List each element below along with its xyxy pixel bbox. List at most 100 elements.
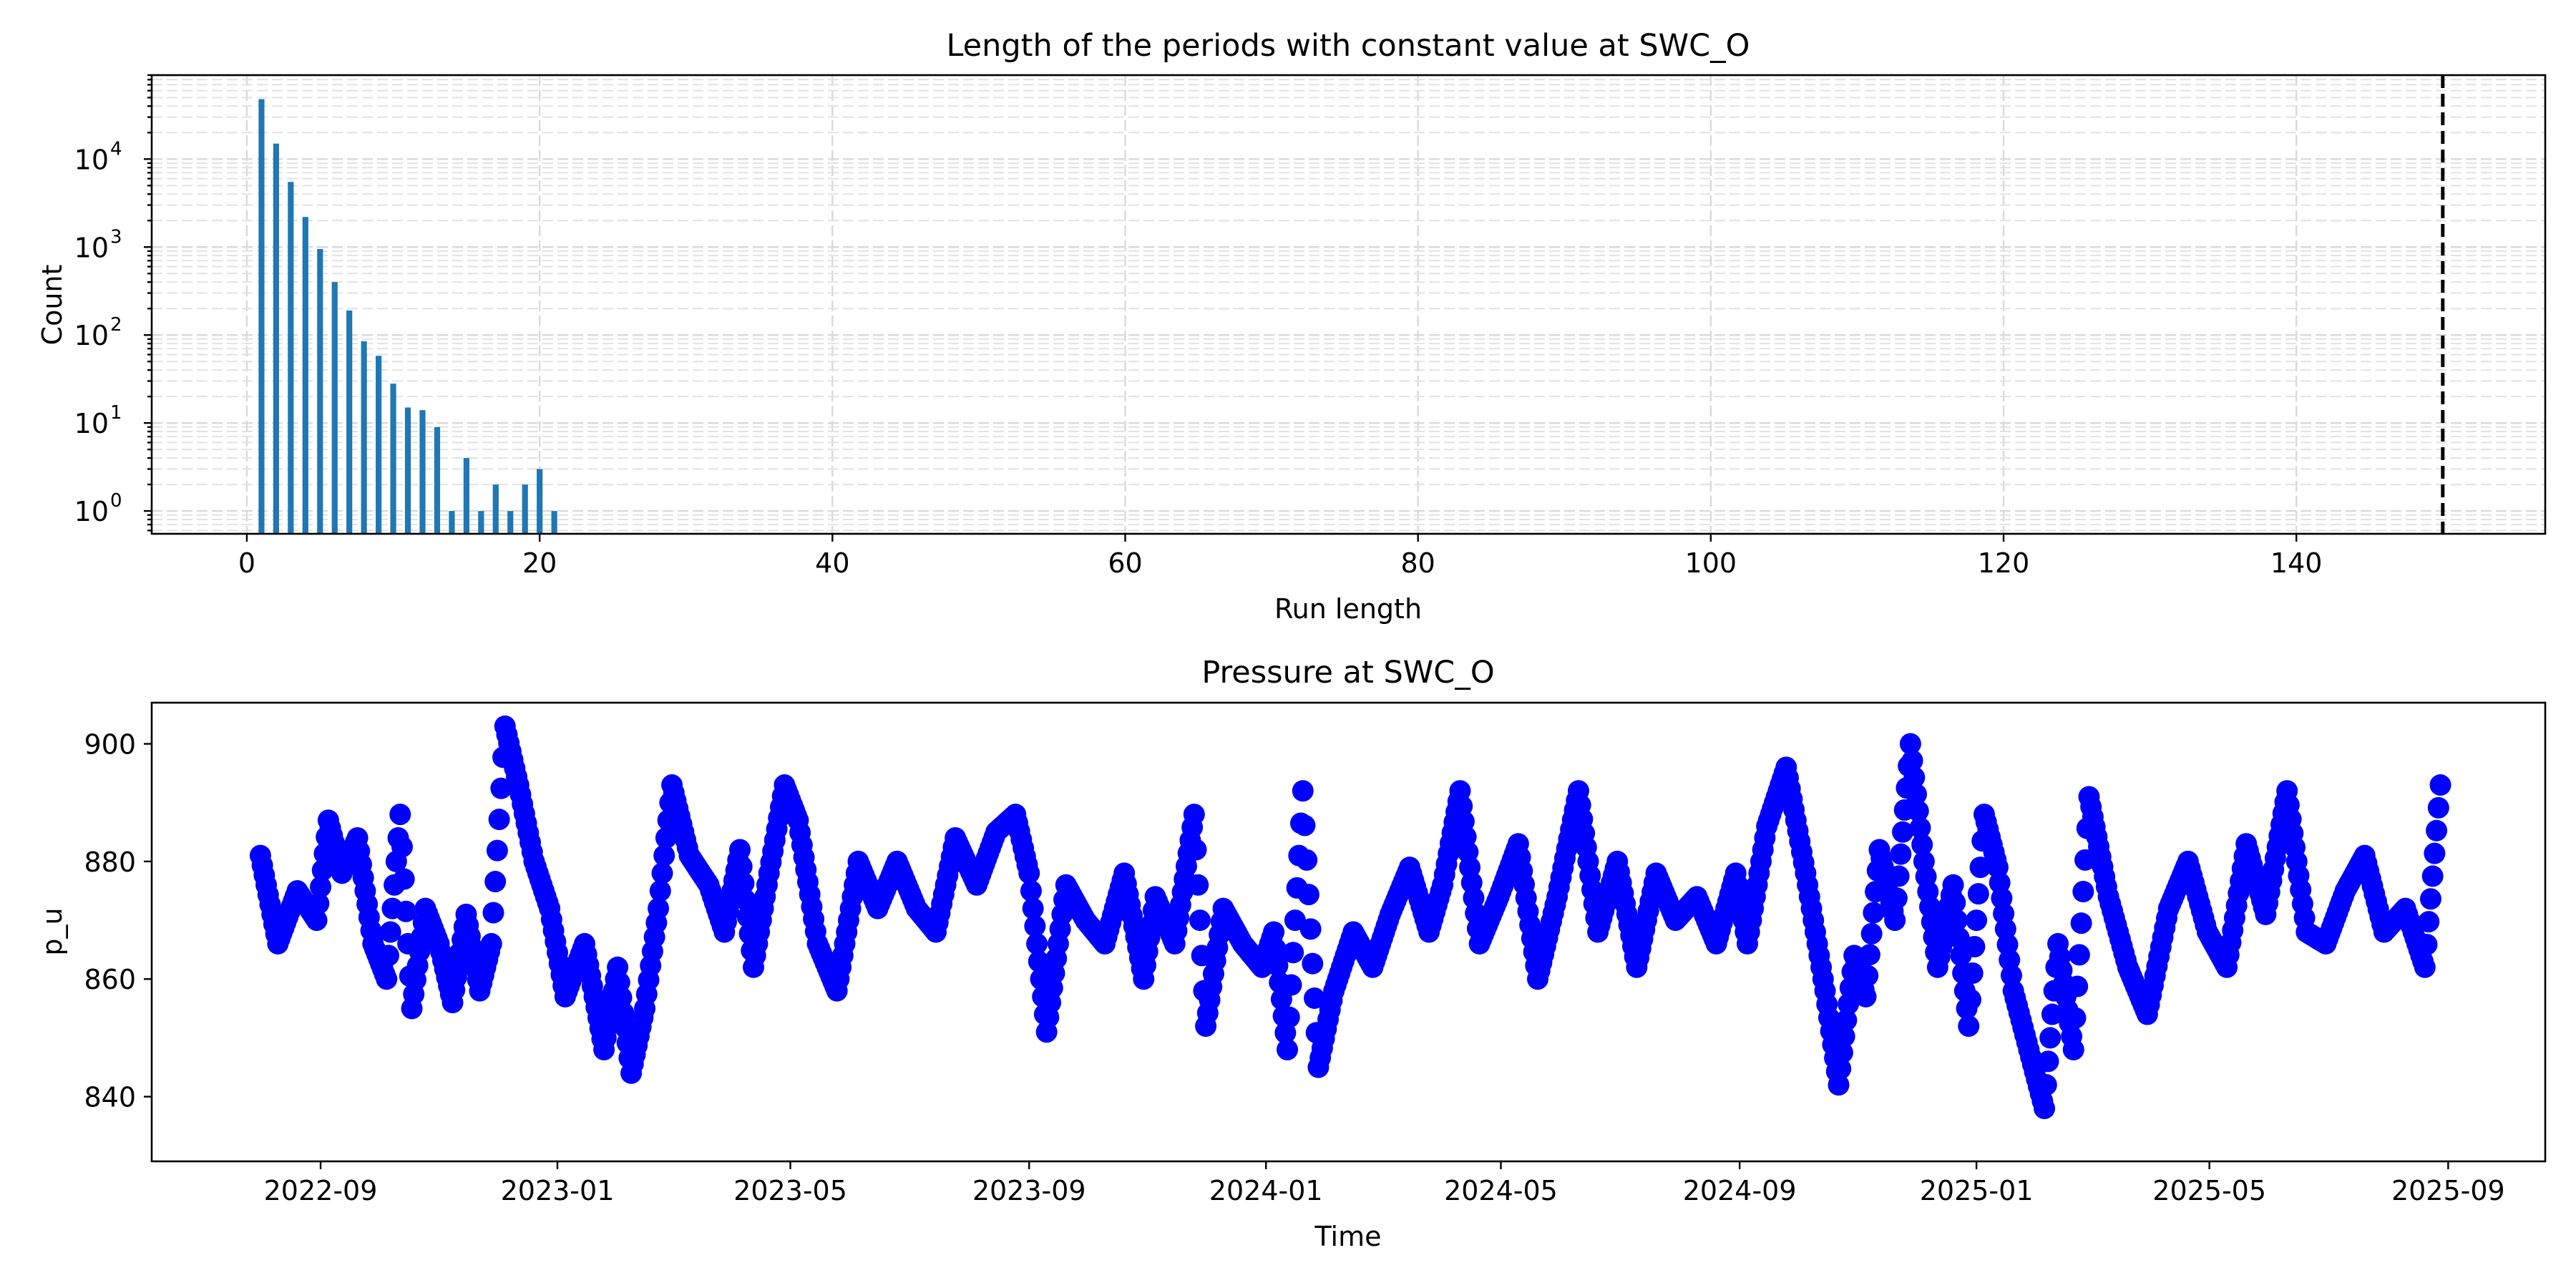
histogram-chart: Length of the periods with constant valu… [36,28,2547,625]
histogram-bar-8 [361,341,367,534]
pressure-point-65 [376,968,398,990]
histogram-bar-5 [317,248,323,534]
pressure-point-533 [1284,909,1306,932]
pressure-y-ticks: 840 860 880 900 [84,729,152,1113]
histogram-x-tick-label-2: 40 [815,547,849,579]
pressure-point-482 [1185,839,1207,861]
histogram-bar-3 [288,182,294,534]
pressure-point-541 [1299,918,1322,940]
pressure-point-815 [1831,1041,1853,1063]
pressure-point-75 [395,900,417,922]
histogram-bar-9 [376,356,382,534]
pressure-point-530 [1278,1006,1300,1028]
pressure-point-874 [1946,909,1968,932]
histogram-x-tick-label-7: 140 [2270,547,2323,579]
pressure-point-119 [480,932,502,955]
pressure-point-844 [1888,865,1910,887]
histogram-bar-18 [507,511,514,534]
pressure-point-843 [1885,887,1908,909]
pressure-x-tick-label-5: 2024-05 [1444,1175,1558,1206]
pressure-point-1122 [2427,796,2449,819]
pressure-x-tick-label-9: 2025-09 [2391,1175,2505,1206]
pressure-point-538 [1294,814,1316,836]
histogram-bar-12 [419,410,426,534]
pressure-point-208 [653,844,675,867]
pressure-point-397 [1020,879,1042,902]
histogram-y-tick-label-1: 10 [74,408,109,439]
pressure-point-481 [1183,804,1205,826]
pressure-point-829 [1858,944,1880,966]
pressure-point-523 [1264,937,1287,960]
pressure-point-817 [1835,1009,1858,1031]
histogram-y-tick-label-2: 10 [74,320,109,351]
histogram-bar-1 [258,99,265,535]
histogram-x-tick-label-1: 20 [522,547,557,579]
histogram-bar-15 [463,458,469,534]
pressure-point-1119 [2421,865,2444,887]
histogram-bar-2 [273,143,279,534]
pressure-point-856 [1911,834,1933,856]
pressure-point-529 [1277,1038,1299,1060]
pressure-chart: Pressure at SWC_O 2022-09 2023-01 2023-05 2… [36,655,2547,1252]
pressure-point-537 [1292,780,1314,802]
pressure-point-249 [733,872,755,894]
pressure-point-934 [2062,1038,2084,1060]
pressure-point-401 [1028,950,1050,972]
pressure-point-920 [2035,1074,2057,1096]
pressure-point-1117 [2418,911,2440,933]
pressure-point-74 [393,868,415,890]
histogram-x-tick-label-6: 120 [1978,547,2030,579]
pressure-point-66 [377,945,399,967]
pressure-point-532 [1282,942,1304,964]
pressure-point-540 [1297,884,1319,906]
pressure-point-880 [1958,1015,1980,1037]
pressure-point-816 [1833,1025,1855,1048]
pressure-point-522 [1263,921,1285,943]
histogram-bars [258,99,557,535]
histogram-y-tick-label-0: 10 [74,496,109,527]
pressure-point-250 [735,889,757,911]
histogram-bar-16 [478,511,484,534]
histogram-y-tick-exponent-0: 0 [110,490,122,512]
pressure-point-855 [1909,816,1931,839]
histogram-title: Length of the periods with constant valu… [946,28,1750,64]
pressure-point-1120 [2424,842,2446,864]
pressure-point-845 [1890,843,1912,865]
pressure-point-813 [1828,1074,1850,1096]
histogram-x-tick-label-4: 80 [1400,547,1435,579]
pressure-point-122 [486,839,508,862]
pressure-point-1121 [2426,819,2448,841]
pressure-x-tick-label-3: 2023-09 [972,1175,1086,1206]
pressure-point-852 [1903,766,1926,789]
pressure-point-851 [1901,750,1923,772]
pressure-x-tick-label-8: 2025-05 [2152,1175,2266,1206]
histogram-bar-14 [449,511,455,534]
pressure-point-399 [1024,915,1046,937]
histogram-bar-17 [492,484,499,534]
histogram-x-tick-label-5: 100 [1685,547,1737,579]
pressure-x-label: Time [1314,1221,1382,1252]
pressure-x-ticks: 2022-09 2023-01 2023-05 2023-09 2024-01 2024-… [264,1161,2505,1206]
histogram-bar-13 [434,426,441,534]
pressure-point-121 [484,871,507,893]
pressure-x-tick-label-7: 2025-01 [1920,1175,2034,1206]
pressure-point-400 [1026,932,1048,955]
histogram-y-tick-exponent-1: 1 [110,402,122,424]
pressure-point-872 [1942,874,1964,896]
pressure-y-tick-label-2: 880 [84,847,136,878]
pressure-point-831 [1863,902,1885,924]
pressure-point-814 [1830,1058,1852,1080]
pressure-point-827 [1855,985,1877,1008]
histogram-bar-4 [302,217,308,534]
pressure-point-30 [308,892,330,914]
pressure-point-531 [1280,974,1302,996]
pressure-point-853 [1906,783,1928,805]
histogram-bar-11 [404,407,411,534]
pressure-x-tick-label-0: 2022-09 [264,1175,378,1206]
histogram-x-label: Run length [1274,593,1422,625]
pressure-point-921 [2037,1050,2059,1073]
pressure-point-72 [389,804,411,826]
pressure-point-247 [729,839,751,861]
pressure-point-885 [1967,883,1989,905]
pressure-point-937 [2068,944,2090,966]
